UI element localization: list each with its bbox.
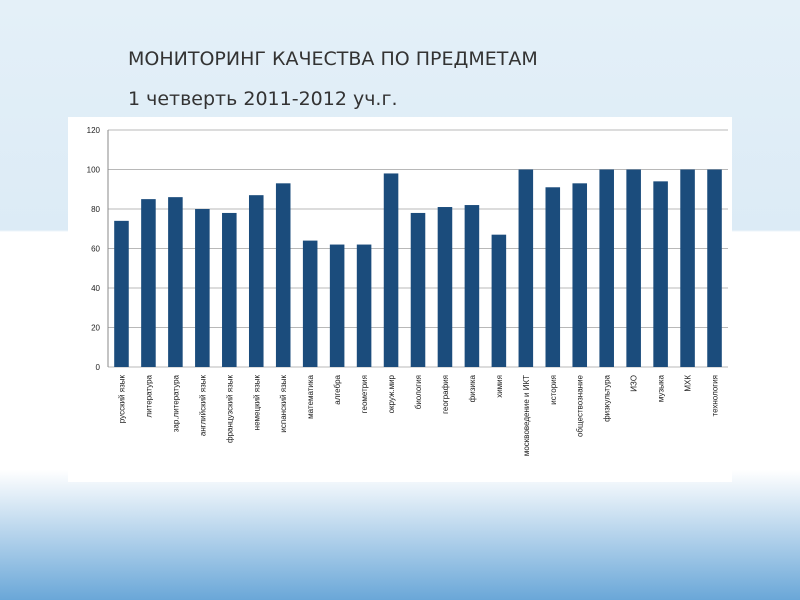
x-tick-label: русский язык bbox=[117, 375, 126, 424]
bar bbox=[572, 183, 588, 367]
bar bbox=[275, 183, 291, 367]
x-tick-label: москвоведение и ИКТ bbox=[522, 375, 531, 456]
y-tick-label: 120 bbox=[87, 126, 101, 135]
x-tick-label: зар.литература bbox=[171, 374, 180, 432]
bar bbox=[114, 220, 129, 367]
x-tick-label: ИЗО bbox=[630, 375, 639, 392]
bar bbox=[383, 173, 399, 367]
x-tick-label: испанский язык bbox=[279, 375, 288, 433]
x-tick-label: математика bbox=[306, 374, 315, 418]
bar bbox=[437, 207, 453, 367]
y-tick-label: 20 bbox=[91, 324, 100, 333]
bar bbox=[626, 169, 641, 367]
bar bbox=[410, 212, 426, 367]
y-tick-label: 40 bbox=[91, 284, 100, 293]
bar bbox=[195, 209, 210, 367]
x-tick-label: география bbox=[441, 375, 450, 414]
x-tick-label: окруж.мир bbox=[387, 374, 396, 413]
y-tick-label: 60 bbox=[91, 245, 100, 254]
x-tick-label: биология bbox=[414, 375, 423, 409]
x-tick-label: обществознание bbox=[576, 374, 585, 437]
bar bbox=[302, 240, 318, 367]
bar bbox=[707, 169, 722, 367]
y-tick-label: 100 bbox=[87, 166, 101, 175]
x-tick-label: алгебра bbox=[333, 374, 342, 404]
chart-title: МОНИТОРИНГ КАЧЕСТВА ПО ПРЕДМЕТАМ bbox=[128, 48, 538, 70]
x-tick-label: французский язык bbox=[225, 375, 234, 443]
bar bbox=[599, 169, 614, 367]
y-tick-label: 0 bbox=[96, 363, 101, 372]
bar bbox=[356, 244, 372, 367]
x-tick-label: технология bbox=[711, 375, 720, 416]
chart-subtitle: 1 четверть 2011-2012 уч.г. bbox=[128, 88, 398, 110]
x-tick-label: геометрия bbox=[360, 375, 369, 413]
bar bbox=[545, 187, 561, 367]
bar bbox=[680, 169, 695, 367]
x-tick-label: физика bbox=[468, 374, 477, 402]
bar bbox=[329, 244, 345, 367]
bar bbox=[248, 195, 264, 367]
x-tick-label: физкультура bbox=[603, 374, 612, 421]
x-tick-label: история bbox=[549, 375, 558, 405]
bar bbox=[653, 181, 668, 367]
x-tick-label: немецкий язык bbox=[252, 375, 261, 431]
x-tick-label: химия bbox=[495, 375, 504, 398]
bar bbox=[168, 197, 183, 367]
x-tick-label: МХК bbox=[684, 375, 693, 392]
bar bbox=[518, 169, 534, 367]
y-tick-label: 80 bbox=[91, 205, 100, 214]
x-tick-label: английский язык bbox=[198, 375, 207, 437]
bar bbox=[491, 234, 507, 367]
bar bbox=[222, 212, 237, 367]
x-tick-label: музыка bbox=[657, 374, 666, 402]
x-tick-label: литература bbox=[144, 374, 153, 417]
bar bbox=[141, 199, 156, 367]
bar bbox=[464, 205, 480, 367]
